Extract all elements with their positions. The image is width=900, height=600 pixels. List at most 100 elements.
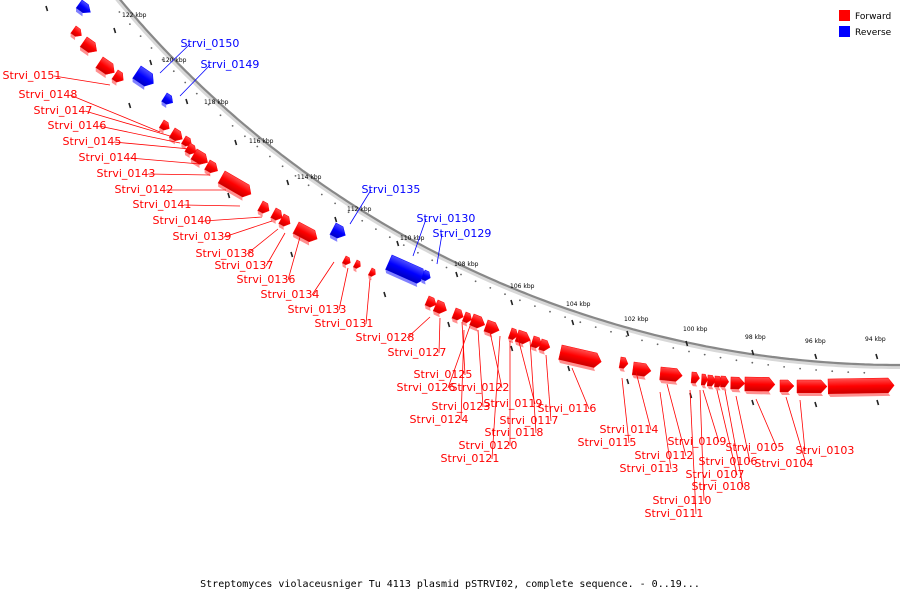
- gene-arrow: [158, 119, 170, 134]
- gene-arrow: [507, 327, 518, 344]
- tick-dot: [417, 251, 419, 254]
- tick-mark: [571, 319, 575, 326]
- gene-body: [217, 170, 252, 198]
- gene-arrow: [79, 36, 97, 57]
- gene-body: [190, 148, 208, 165]
- tick-dot: [207, 103, 210, 106]
- gene-arrow: [706, 374, 716, 390]
- tick-dot: [594, 326, 597, 328]
- tick-label: 102 kbp: [624, 316, 649, 323]
- gene-body: [744, 376, 776, 392]
- tick-label: 120 kbp: [162, 57, 187, 64]
- label-leader: [666, 383, 687, 457]
- gene-shadow: [691, 382, 698, 387]
- label-leader: [287, 236, 301, 281]
- tick-dot: [474, 280, 477, 283]
- gene-body: [204, 159, 218, 174]
- label-leader: [735, 395, 751, 463]
- gene-shadow: [828, 392, 891, 397]
- tick-dot: [129, 23, 131, 25]
- gene-label: Strvi_0129: [433, 227, 492, 240]
- tick-dot: [402, 244, 405, 247]
- label-leader: [113, 141, 191, 150]
- tick-mark: [185, 98, 189, 105]
- gene-shadow: [632, 374, 646, 380]
- gene-label: Strvi_0137: [215, 259, 274, 272]
- tick-dot: [625, 335, 628, 338]
- gene-shadow: [701, 384, 707, 389]
- gene-arrow: [367, 267, 376, 281]
- tick-dot: [281, 165, 284, 168]
- tick-mark: [227, 192, 231, 199]
- tick-label: 106 kbp: [510, 283, 535, 290]
- gene-label: Strvi_0133: [288, 303, 347, 316]
- tick-dot: [460, 273, 462, 276]
- gene-arrow: [779, 379, 795, 395]
- label-leader: [246, 228, 279, 255]
- gene-body: [184, 142, 197, 155]
- tick-dot: [388, 236, 391, 239]
- tick-dot: [256, 145, 259, 148]
- legend-reverse-label: Reverse: [855, 28, 892, 38]
- label-leader: [689, 389, 697, 515]
- tick-mark: [286, 179, 290, 186]
- tick-dot: [334, 202, 336, 205]
- gene-label: Strvi_0109: [668, 435, 727, 448]
- label-leader: [716, 389, 738, 476]
- gene-shadow: [161, 101, 167, 108]
- gene-arrow: [700, 373, 708, 389]
- gene-arrow: [730, 376, 746, 393]
- gene-shadow: [368, 275, 372, 281]
- gene-label: Strvi_0139: [173, 230, 232, 243]
- gene-label: Strvi_0142: [115, 183, 174, 196]
- gene-body: [827, 377, 895, 395]
- tick-dot: [445, 266, 448, 269]
- tick-dot: [783, 366, 785, 368]
- gene-arrow: [278, 213, 291, 230]
- gene-arrow: [659, 366, 683, 385]
- gene-shadow: [95, 67, 106, 79]
- gene-arrow: [690, 371, 700, 387]
- tick-dot: [269, 155, 271, 158]
- tick-dot: [307, 184, 310, 187]
- gene-shadow: [80, 46, 89, 57]
- gene-shadow: [619, 367, 625, 372]
- label-leader: [412, 218, 427, 257]
- tick-mark: [234, 139, 238, 146]
- gene-shadow: [159, 127, 164, 134]
- tick-dot: [519, 299, 521, 302]
- tick-mark: [751, 349, 755, 356]
- label-leader: [365, 278, 371, 325]
- gene-shadow: [132, 78, 145, 90]
- gene-label: Strvi_0126: [397, 381, 456, 394]
- gene-label: Strvi_0119: [484, 397, 543, 410]
- gene-body: [420, 269, 431, 282]
- gene-label: Strvi_0120: [459, 439, 518, 452]
- gene-label: Strvi_0125: [414, 368, 473, 381]
- gene-body: [451, 307, 464, 321]
- tick-dot: [815, 369, 817, 371]
- label-leader: [460, 329, 465, 421]
- gene-body: [432, 299, 447, 314]
- gene-shadow: [508, 338, 514, 344]
- label-leader: [529, 339, 537, 434]
- gene-arrow: [70, 25, 82, 41]
- gene-body: [111, 69, 124, 83]
- gene-shadow: [342, 263, 347, 269]
- gene-arrow: [132, 65, 154, 90]
- tick-dot: [863, 371, 866, 374]
- gene-arrow: [95, 56, 115, 79]
- tick-label: 108 kbp: [454, 261, 479, 268]
- gene-shadow: [420, 279, 426, 285]
- gene-layer: [70, 0, 895, 397]
- label-leader: [147, 173, 211, 176]
- label-leader: [724, 389, 744, 488]
- tick-label: 114 kbp: [297, 174, 322, 181]
- tick-dot: [799, 367, 801, 370]
- label-leader: [84, 110, 171, 137]
- label-leader: [517, 337, 536, 405]
- gene-body: [341, 255, 351, 266]
- gene-shadow: [353, 267, 357, 273]
- tick-dot: [320, 193, 323, 196]
- gene-body: [461, 311, 472, 324]
